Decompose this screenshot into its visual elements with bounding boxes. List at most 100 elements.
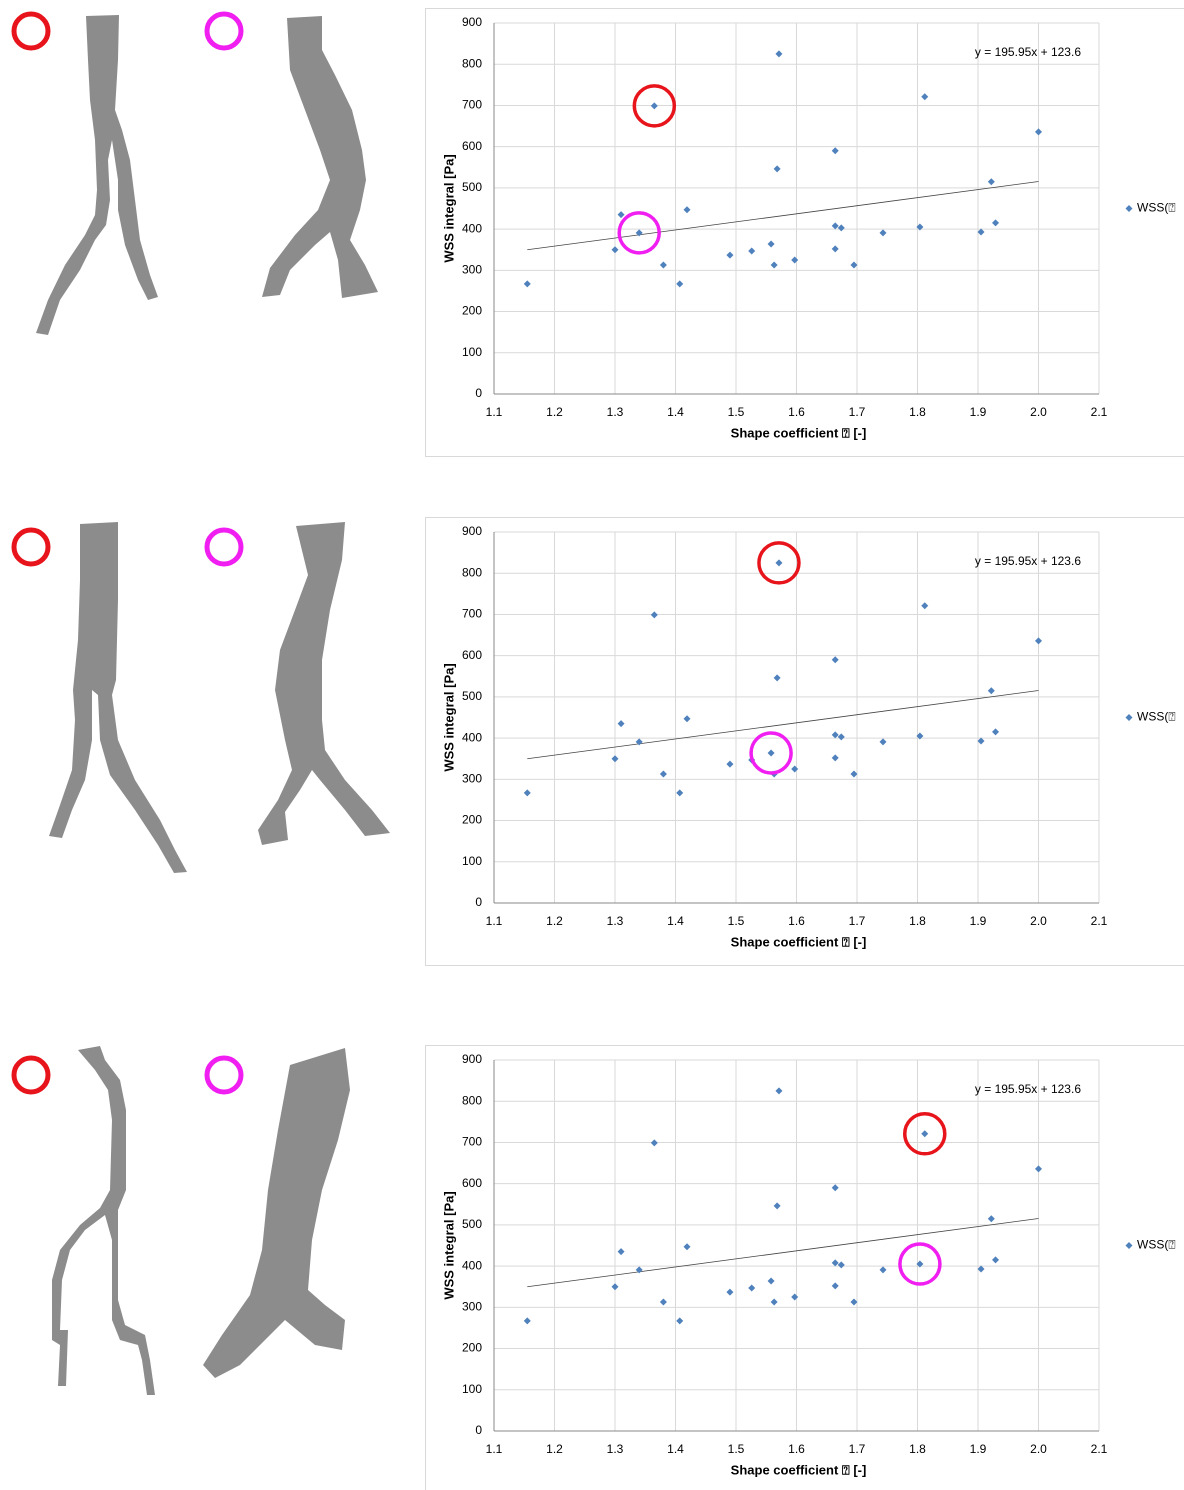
y-tick-label: 100 [462,1382,482,1396]
legend-marker [1126,714,1133,721]
data-point [791,1294,798,1301]
data-point [683,206,690,213]
data-point [726,1289,733,1296]
y-tick-label: 0 [475,1423,482,1437]
legend-marker [1126,1242,1133,1249]
chart: 01002003004005006007008009001.11.21.31.4… [426,518,1184,966]
data-point [838,1261,845,1268]
data-point [988,687,995,694]
y-tick-label: 500 [462,180,482,194]
x-tick-label: 1.5 [728,405,745,419]
x-tick-label: 1.9 [970,1442,987,1456]
data-point [683,715,690,722]
data-point [832,754,839,761]
data-point [832,731,839,738]
data-point [726,252,733,259]
data-point [775,559,782,566]
x-tick-label: 1.6 [788,1442,805,1456]
data-point [612,246,619,253]
y-tick-label: 800 [462,1093,482,1107]
chart: 01002003004005006007008009001.11.21.31.4… [426,9,1184,457]
x-tick-label: 1.9 [970,914,987,928]
data-point [748,247,755,254]
vessels [36,15,390,1395]
y-tick-label: 0 [475,386,482,400]
x-tick-label: 1.3 [607,914,624,928]
y-tick-label: 900 [462,15,482,29]
data-point [988,178,995,185]
x-tick-label: 1.5 [728,914,745,928]
x-tick-label: 1.3 [607,405,624,419]
data-point [774,674,781,681]
magenta-icon [207,1058,241,1092]
x-axis-title: Shape coefficient ⍰ [-] [731,425,867,440]
x-tick-label: 2.1 [1091,914,1108,928]
data-point [771,1298,778,1305]
data-point [832,1184,839,1191]
data-point [791,257,798,264]
data-point [832,245,839,252]
data-point [651,1139,658,1146]
data-point [771,261,778,268]
trendline [527,1218,1038,1286]
y-axis-title: WSS integral [Pa] [441,1191,456,1299]
data-point [612,1283,619,1290]
data-point [921,93,928,100]
data-point [880,738,887,745]
data-point [1035,128,1042,135]
y-tick-label: 200 [462,1341,482,1355]
y-tick-label: 700 [462,1135,482,1149]
y-tick-label: 400 [462,1258,482,1272]
data-point [774,165,781,172]
y-tick-label: 300 [462,263,482,277]
data-point [850,261,857,268]
x-tick-label: 1.2 [546,405,563,419]
y-tick-label: 900 [462,524,482,538]
data-point [832,1282,839,1289]
data-point [524,789,531,796]
x-tick-label: 1.2 [546,914,563,928]
x-tick-label: 2.0 [1030,1442,1047,1456]
data-point [768,749,775,756]
data-point [832,222,839,229]
red-icon [14,14,48,48]
data-point [660,1298,667,1305]
data-point [768,240,775,247]
data-point [880,229,887,236]
x-tick-label: 2.1 [1091,1442,1108,1456]
x-tick-label: 1.8 [909,405,926,419]
data-point [832,147,839,154]
legend-label: WSS(⍰ [1137,1238,1176,1252]
trendline-equation: y = 195.95x + 123.6 [975,45,1081,59]
data-point [612,755,619,762]
data-point [832,1259,839,1266]
x-axis-title: Shape coefficient ⍰ [-] [731,934,867,949]
data-point [992,219,999,226]
x-tick-label: 1.7 [849,405,866,419]
y-tick-label: 600 [462,1176,482,1190]
data-point [988,1215,995,1222]
y-tick-label: 600 [462,139,482,153]
data-point [774,1202,781,1209]
data-point [791,766,798,773]
x-tick-label: 1.5 [728,1442,745,1456]
vessel-shape [258,522,390,845]
data-point [683,1243,690,1250]
y-tick-label: 600 [462,648,482,662]
y-tick-label: 300 [462,772,482,786]
legend-marker [1126,205,1133,212]
red-icon [14,530,48,564]
data-point [1035,637,1042,644]
data-point [748,1284,755,1291]
x-tick-label: 1.2 [546,1442,563,1456]
y-tick-label: 100 [462,345,482,359]
legend-label: WSS(⍰ [1137,710,1176,724]
x-tick-label: 1.6 [788,914,805,928]
x-tick-label: 1.3 [607,1442,624,1456]
y-tick-label: 800 [462,56,482,70]
y-tick-label: 100 [462,854,482,868]
chart: 01002003004005006007008009001.11.21.31.4… [426,1046,1184,1490]
magenta-icon [207,14,241,48]
x-tick-label: 1.6 [788,405,805,419]
y-tick-label: 500 [462,689,482,703]
